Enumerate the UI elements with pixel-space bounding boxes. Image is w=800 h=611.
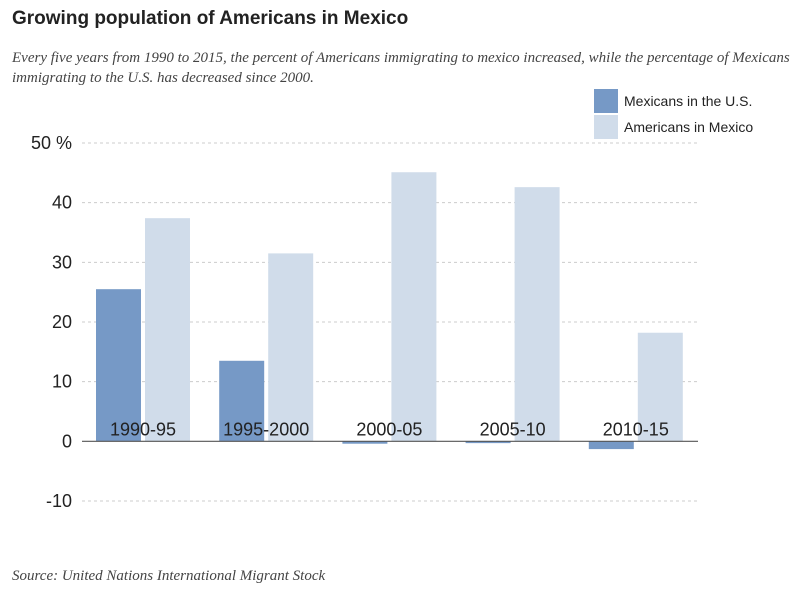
y-tick-label: 30 — [52, 252, 72, 272]
legend-swatch — [594, 115, 618, 139]
bar-mexicans-in-us-4 — [588, 441, 634, 450]
bars — [96, 172, 683, 450]
legend-swatch — [594, 89, 618, 113]
y-tick-label: 40 — [52, 193, 72, 213]
bar-americans-in-mexico-0 — [145, 218, 190, 442]
legend-label: Mexicans in the U.S. — [624, 93, 752, 109]
bar-mexicans-in-us-3 — [465, 441, 511, 444]
bar-americans-in-mexico-1 — [268, 253, 314, 442]
y-axis-ticks: -10 0 10 20 30 40 50 % — [31, 133, 72, 511]
bar-mexicans-in-us-2 — [342, 441, 388, 444]
x-category-label: 2005-10 — [480, 419, 546, 439]
x-category-label: 1990-95 — [110, 419, 176, 439]
x-category-label: 2000-05 — [356, 419, 422, 439]
bar-mexicans-in-us-0 — [96, 289, 141, 442]
x-category-label: 2010-15 — [603, 419, 669, 439]
y-tick-label: 50 % — [31, 133, 72, 153]
legend-label: Americans in Mexico — [624, 119, 753, 135]
source-note: Source: United Nations International Mig… — [12, 568, 326, 584]
bar-americans-in-mexico-4 — [637, 332, 683, 442]
x-axis-categories: 1990-95 1995-2000 2000-05 2005-10 2010-15 — [110, 419, 669, 439]
legend: Mexicans in the U.S. Americans in Mexico — [594, 89, 753, 139]
bar-americans-in-mexico-2 — [391, 172, 437, 442]
x-category-label: 1995-2000 — [223, 419, 309, 439]
y-tick-label: 20 — [52, 312, 72, 332]
bar-americans-in-mexico-3 — [514, 187, 560, 442]
y-tick-label: -10 — [46, 491, 72, 511]
chart-title: Growing population of Americans in Mexic… — [12, 8, 409, 29]
y-tick-label: 10 — [52, 372, 72, 392]
chart-subtitle: Every five years from 1990 to 2015, the … — [12, 50, 790, 86]
y-tick-label: 0 — [62, 431, 72, 451]
bar-mexicans-in-us-1 — [219, 360, 265, 442]
